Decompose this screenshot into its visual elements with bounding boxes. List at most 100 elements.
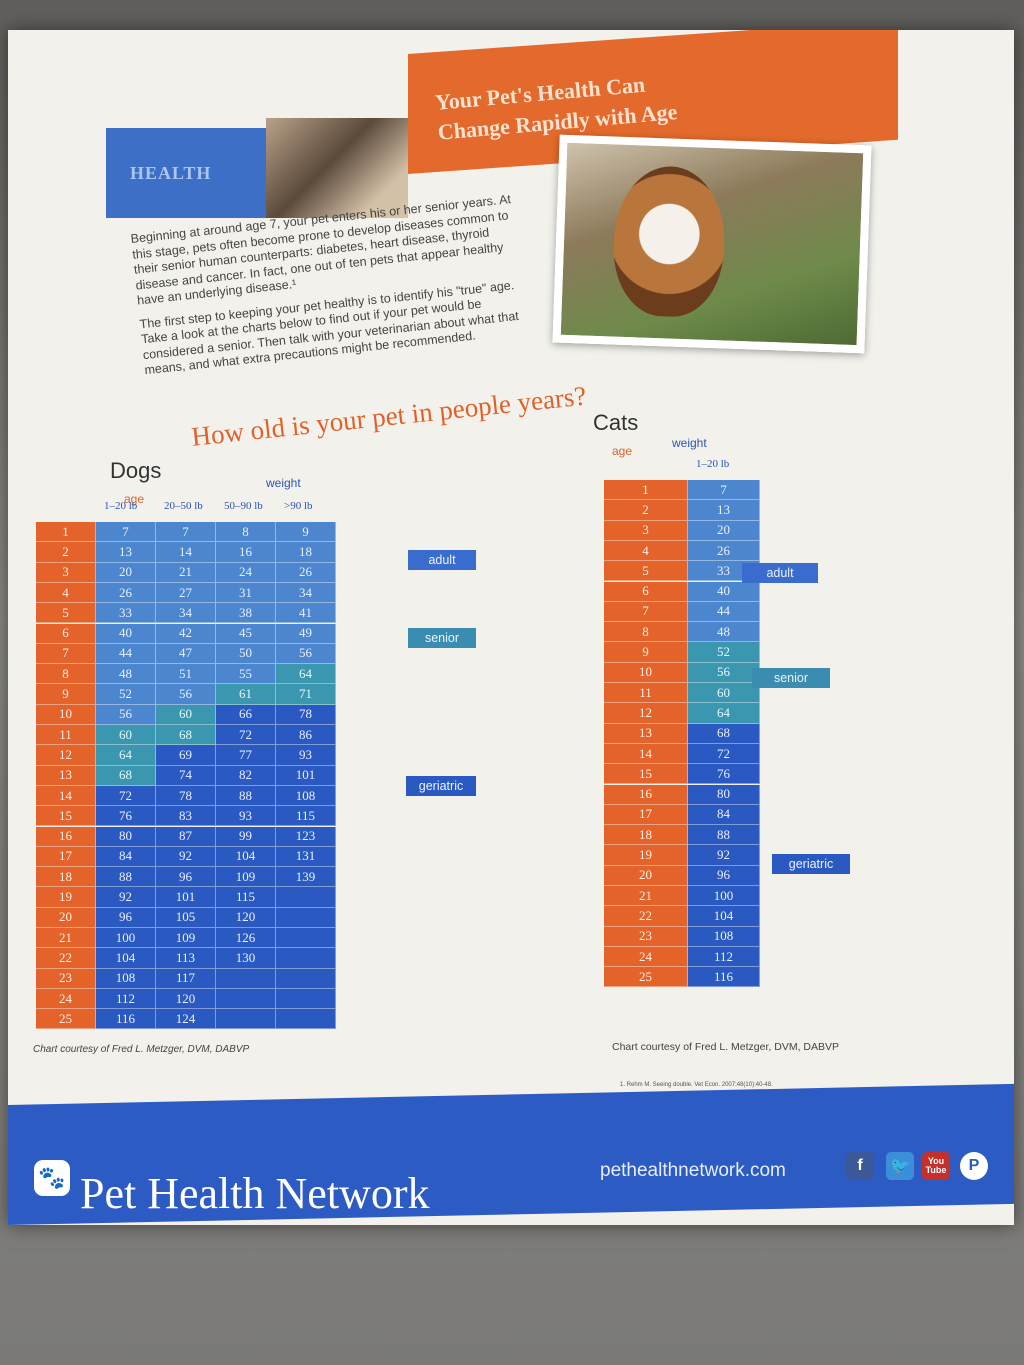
cats-value-cell: 60 [688, 683, 760, 704]
dogs-value-cell: 93 [216, 806, 276, 827]
dogs-value-cell: 124 [156, 1009, 216, 1030]
dogs-column-header: 20–50 lb [164, 500, 203, 512]
dogs-age-cell: 6 [36, 623, 96, 644]
dogs-value-cell: 33 [96, 603, 156, 624]
dogs-value-cell: 112 [96, 988, 156, 1010]
cats-age-cell: 12 [604, 703, 688, 724]
dogs-value-cell: 126 [216, 928, 276, 949]
cats-stage-geriatric: geriatric [772, 854, 850, 874]
dogs-value-cell: 99 [216, 826, 276, 847]
cats-age-cell: 17 [604, 804, 688, 826]
twitter-icon[interactable]: 🐦 [886, 1152, 914, 1180]
cats-age-cell: 7 [604, 601, 688, 623]
dogs-value-cell: 16 [216, 542, 276, 563]
cats-age-cell: 13 [604, 723, 688, 744]
dogs-age-cell: 8 [36, 664, 96, 685]
cats-age-cell: 19 [604, 845, 688, 866]
dogs-value-cell: 14 [156, 542, 216, 563]
cats-value-cell: 116 [688, 967, 760, 988]
dogs-stage-senior: senior [408, 628, 476, 648]
dogs-value-cell: 113 [156, 948, 216, 969]
dogs-value-cell: 45 [216, 623, 276, 644]
dogs-age-cell: 16 [36, 826, 96, 847]
cats-age-cell: 11 [604, 683, 688, 704]
dogs-value-cell: 82 [216, 765, 276, 786]
dogs-value-cell: 40 [96, 623, 156, 644]
cat-photo [266, 118, 408, 218]
dogs-column-header: >90 lb [284, 500, 313, 512]
dogs-value-cell: 68 [96, 765, 156, 786]
dogs-age-cell: 4 [36, 582, 96, 604]
facebook-icon[interactable]: f [846, 1152, 874, 1180]
cats-age-label: age [612, 444, 633, 458]
dogs-value-cell: 69 [156, 745, 216, 766]
dogs-courtesy: Chart courtesy of Fred L. Metzger, DVM, … [33, 1044, 250, 1055]
dogs-value-cell: 60 [156, 704, 216, 725]
dogs-value-cell: 61 [216, 684, 276, 705]
dogs-value-cell [276, 948, 336, 969]
dogs-age-cell: 13 [36, 765, 96, 786]
dogs-value-cell: 120 [216, 907, 276, 928]
dogs-value-cell: 83 [156, 806, 216, 827]
cats-age-cell: 2 [604, 500, 688, 521]
cats-value-cell: 44 [688, 601, 760, 623]
cats-courtesy: Chart courtesy of Fred L. Metzger, DVM, … [612, 1041, 839, 1053]
dogs-value-cell: 55 [216, 664, 276, 685]
dogs-value-cell: 80 [96, 826, 156, 847]
dogs-value-cell: 120 [156, 988, 216, 1010]
dogs-age-cell: 12 [36, 745, 96, 766]
website-link[interactable]: pethealthnetwork.com [600, 1160, 786, 1181]
cats-age-cell: 14 [604, 743, 688, 765]
dogs-value-cell: 115 [216, 887, 276, 908]
dogs-stage-geriatric: geriatric [406, 776, 476, 796]
cats-value-cell: 56 [688, 662, 760, 683]
dogs-value-cell [216, 1009, 276, 1030]
cats-age-cell: 25 [604, 967, 688, 988]
dogs-value-cell: 93 [276, 745, 336, 766]
cats-value-cell: 108 [688, 926, 760, 947]
dogs-value-cell: 21 [156, 562, 216, 583]
dogs-weight-label: weight [266, 476, 301, 490]
youtube-icon[interactable]: You Tube [922, 1152, 950, 1180]
dogs-value-cell: 26 [96, 582, 156, 604]
dogs-age-label: age [124, 492, 145, 506]
dogs-value-cell: 76 [96, 806, 156, 827]
dogs-value-cell: 115 [276, 806, 336, 827]
dogs-value-cell: 100 [96, 928, 156, 949]
cats-title: Cats [593, 410, 639, 435]
dogs-age-cell: 18 [36, 867, 96, 888]
category-label: HEALTH [106, 128, 266, 218]
poster: HEALTH Your Pet's Health Can Change Rapi… [8, 30, 1014, 1225]
dogs-value-cell: 139 [276, 867, 336, 888]
dogs-age-cell: 1 [36, 522, 96, 543]
cats-value-cell: 112 [688, 946, 760, 968]
dogs-age-cell: 11 [36, 725, 96, 746]
dogs-value-cell: 71 [276, 684, 336, 705]
cats-value-cell: 72 [688, 743, 760, 765]
dogs-age-cell: 20 [36, 907, 96, 928]
dogs-value-cell: 66 [216, 704, 276, 725]
cats-age-cell: 8 [604, 622, 688, 643]
dogs-value-cell: 109 [156, 928, 216, 949]
dogs-age-cell: 21 [36, 928, 96, 949]
brand-name: Pet Health Network [80, 1169, 430, 1218]
cats-stage-adult: adult [742, 563, 818, 583]
cats-value-cell: 13 [688, 500, 760, 521]
dogs-value-cell: 77 [216, 745, 276, 766]
cats-age-cell: 1 [604, 480, 688, 501]
cats-value-cell: 80 [688, 784, 760, 805]
cats-value-cell: 20 [688, 520, 760, 541]
cats-age-cell: 23 [604, 926, 688, 947]
cats-age-cell: 21 [604, 886, 688, 907]
dogs-value-cell: 131 [276, 846, 336, 868]
chart-headline: How old is your pet in people years? [190, 380, 588, 452]
dogs-value-cell: 47 [156, 643, 216, 665]
pinterest-icon[interactable]: P [960, 1152, 988, 1180]
dogs-value-cell: 34 [156, 603, 216, 624]
cats-weight-label: weight [672, 436, 707, 450]
dogs-value-cell: 51 [156, 664, 216, 685]
dogs-value-cell: 52 [96, 684, 156, 705]
dogs-value-cell: 18 [276, 542, 336, 563]
dogs-age-cell: 5 [36, 603, 96, 624]
dogs-value-cell: 31 [216, 582, 276, 604]
